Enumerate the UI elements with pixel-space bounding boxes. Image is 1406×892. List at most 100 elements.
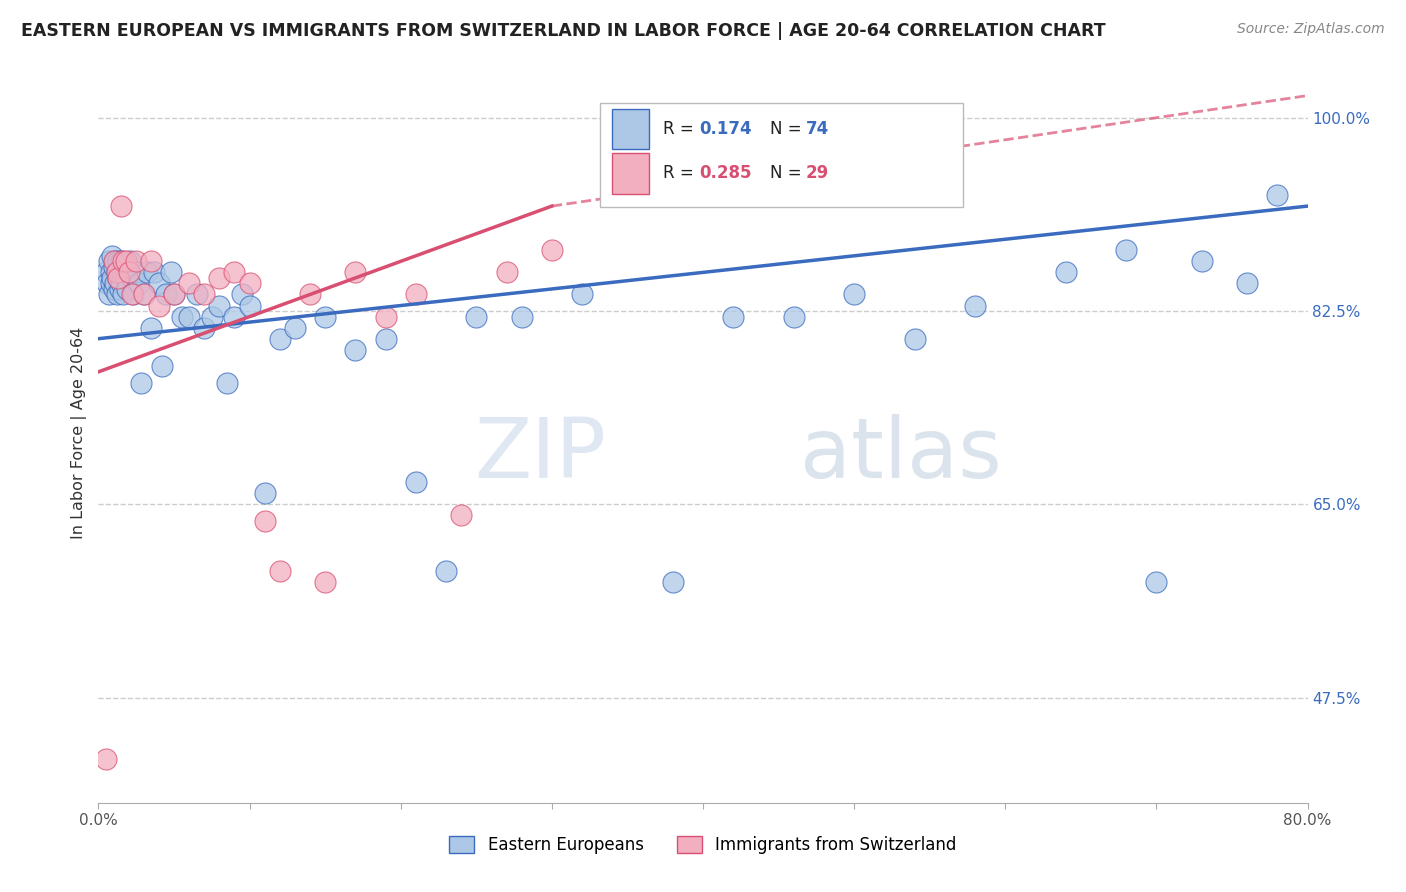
FancyBboxPatch shape bbox=[613, 153, 648, 194]
Point bbox=[104, 277, 127, 291]
Text: atlas: atlas bbox=[800, 414, 1001, 495]
Point bbox=[108, 282, 131, 296]
Point bbox=[98, 254, 121, 268]
Point bbox=[108, 265, 131, 279]
Point bbox=[284, 320, 307, 334]
Point bbox=[103, 260, 125, 274]
Point bbox=[231, 287, 253, 301]
Text: N =: N = bbox=[769, 120, 807, 138]
Point bbox=[783, 310, 806, 324]
Point bbox=[193, 287, 215, 301]
Point bbox=[239, 299, 262, 313]
Point bbox=[101, 249, 124, 263]
Point bbox=[98, 287, 121, 301]
Point bbox=[208, 299, 231, 313]
Point bbox=[465, 310, 488, 324]
Text: ZIP: ZIP bbox=[474, 414, 606, 495]
Point bbox=[111, 265, 134, 279]
Point bbox=[107, 271, 129, 285]
Point bbox=[1191, 254, 1213, 268]
Point bbox=[135, 265, 157, 279]
Point bbox=[128, 277, 150, 291]
Point bbox=[110, 277, 132, 291]
Point bbox=[253, 486, 276, 500]
Point bbox=[253, 514, 276, 528]
Point bbox=[224, 265, 246, 279]
Point bbox=[540, 244, 562, 258]
Point bbox=[114, 271, 136, 285]
Point bbox=[215, 376, 238, 390]
Point bbox=[405, 475, 427, 490]
Point bbox=[103, 282, 125, 296]
Point bbox=[103, 254, 125, 268]
Point bbox=[1267, 188, 1289, 202]
Point bbox=[495, 265, 517, 279]
Point bbox=[118, 265, 141, 279]
Point bbox=[208, 271, 231, 285]
Point bbox=[344, 265, 367, 279]
Point bbox=[269, 564, 291, 578]
Point bbox=[118, 265, 141, 279]
FancyBboxPatch shape bbox=[600, 103, 963, 207]
Point bbox=[201, 310, 224, 324]
Point bbox=[107, 254, 129, 268]
Point bbox=[104, 254, 127, 268]
Point bbox=[314, 310, 336, 324]
Point bbox=[269, 332, 291, 346]
Point bbox=[150, 359, 173, 374]
Point bbox=[344, 343, 367, 357]
Point bbox=[132, 287, 155, 301]
Point bbox=[571, 287, 593, 301]
Point bbox=[129, 376, 152, 390]
Point bbox=[1115, 244, 1137, 258]
Point bbox=[107, 271, 129, 285]
Point bbox=[110, 199, 132, 213]
Point bbox=[111, 254, 134, 268]
Point bbox=[148, 299, 170, 313]
Point bbox=[101, 271, 124, 285]
Text: 0.285: 0.285 bbox=[699, 164, 752, 183]
Text: N =: N = bbox=[769, 164, 807, 183]
Point bbox=[179, 310, 201, 324]
Point bbox=[193, 320, 215, 334]
Point bbox=[1144, 574, 1167, 589]
Point bbox=[163, 287, 186, 301]
Point bbox=[141, 320, 163, 334]
Point bbox=[112, 260, 135, 274]
Point bbox=[179, 277, 201, 291]
Point bbox=[132, 287, 155, 301]
Point bbox=[141, 254, 163, 268]
Point bbox=[450, 508, 472, 523]
Point bbox=[100, 277, 122, 291]
Point bbox=[510, 310, 533, 324]
Point bbox=[121, 271, 143, 285]
Point bbox=[96, 277, 118, 291]
Legend: Eastern Europeans, Immigrants from Switzerland: Eastern Europeans, Immigrants from Switz… bbox=[443, 830, 963, 861]
Text: Source: ZipAtlas.com: Source: ZipAtlas.com bbox=[1237, 22, 1385, 37]
Point bbox=[110, 254, 132, 268]
Point bbox=[661, 574, 683, 589]
Point bbox=[314, 574, 336, 589]
Point bbox=[170, 310, 193, 324]
Point bbox=[374, 332, 396, 346]
Point bbox=[723, 310, 745, 324]
Point bbox=[114, 254, 136, 268]
Point bbox=[965, 299, 987, 313]
Text: 0.174: 0.174 bbox=[699, 120, 752, 138]
Point bbox=[224, 310, 246, 324]
Point bbox=[163, 287, 186, 301]
Point bbox=[115, 282, 138, 296]
Point bbox=[155, 287, 177, 301]
Point bbox=[374, 310, 396, 324]
Point bbox=[120, 254, 142, 268]
Point bbox=[299, 287, 322, 301]
Point bbox=[121, 287, 143, 301]
Point bbox=[122, 287, 145, 301]
Point bbox=[105, 265, 128, 279]
Text: R =: R = bbox=[664, 120, 699, 138]
Point bbox=[105, 265, 128, 279]
Point bbox=[405, 287, 427, 301]
Point bbox=[125, 265, 148, 279]
Point bbox=[94, 265, 117, 279]
Text: 74: 74 bbox=[806, 120, 830, 138]
